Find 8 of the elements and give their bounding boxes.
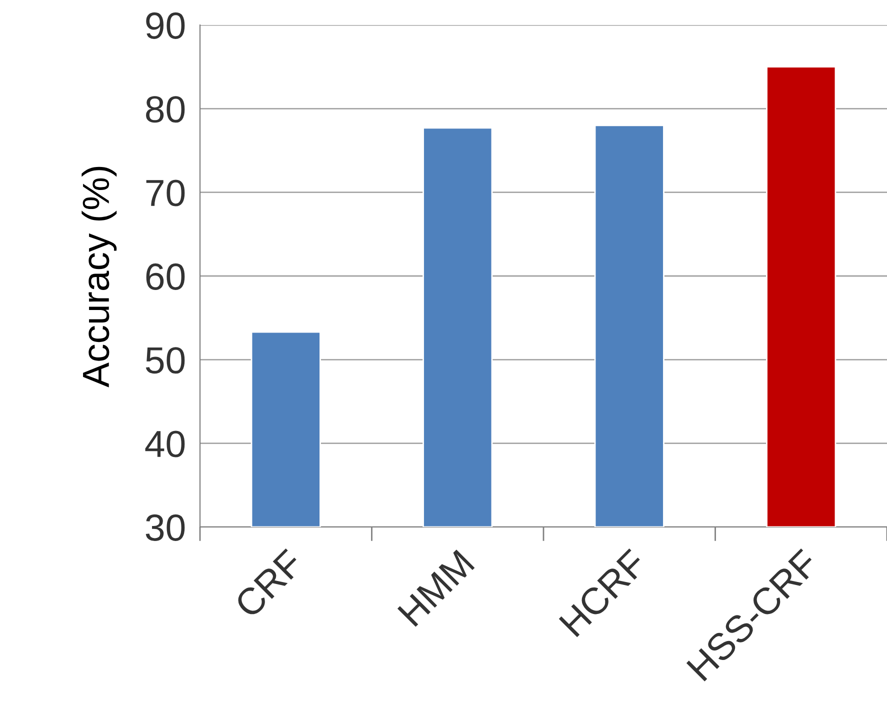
y-tick-label: 70 <box>146 180 185 206</box>
y-tick-label: 60 <box>146 263 185 290</box>
y-tick-label: 80 <box>146 96 185 123</box>
y-tick-label: 90 <box>146 12 185 39</box>
y-tick-label: 30 <box>146 514 185 541</box>
y-axis-title: Accuracy (%) <box>82 166 117 388</box>
y-tick-label: 50 <box>146 347 185 374</box>
y-tick-label: 40 <box>145 430 185 458</box>
